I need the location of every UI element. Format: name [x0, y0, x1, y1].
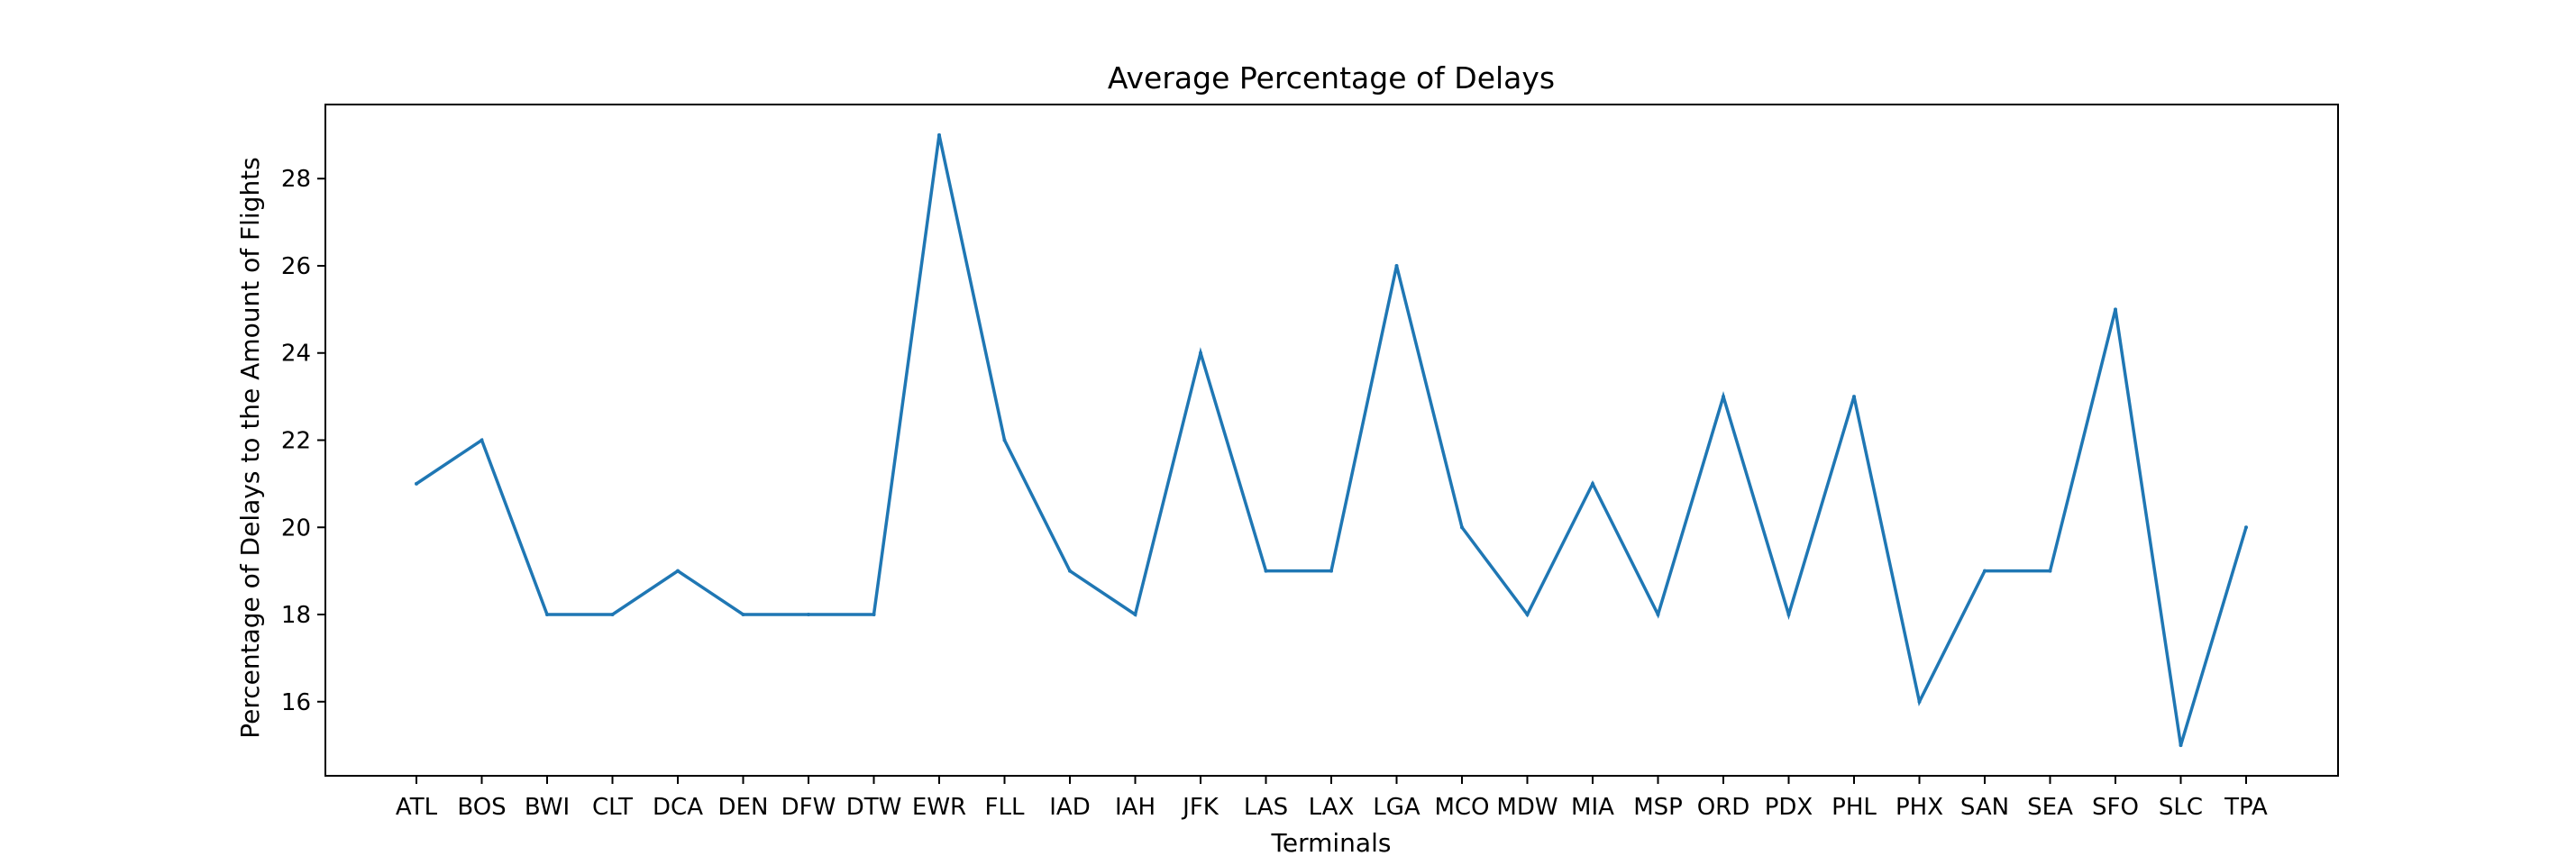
x-tick-label: LGA	[1373, 794, 1420, 821]
x-tick-label: DEN	[718, 794, 769, 821]
data-point	[1002, 438, 1007, 442]
y-tick-label: 26	[281, 253, 311, 280]
x-tick-label: SEA	[2027, 794, 2073, 821]
x-tick-label: LAX	[1309, 794, 1355, 821]
x-tick-label: SFO	[2092, 794, 2139, 821]
data-point	[545, 613, 549, 617]
data-point	[1525, 613, 1530, 617]
y-tick-label: 24	[281, 341, 311, 368]
chart-title: Average Percentage of Delays	[1108, 60, 1555, 96]
data-point	[2048, 569, 2052, 573]
y-tick-label: 20	[281, 514, 311, 542]
x-tick-label: PHX	[1895, 794, 1943, 821]
data-point	[1983, 569, 1987, 573]
y-tick-label: 16	[281, 689, 311, 716]
data-point	[1852, 395, 1856, 399]
x-tick-label: SLC	[2159, 794, 2203, 821]
data-point	[1786, 613, 1791, 617]
y-tick-label: 22	[281, 428, 311, 455]
x-tick-label: BWI	[525, 794, 570, 821]
data-point	[1068, 569, 1072, 573]
plot-frame	[324, 104, 2339, 777]
data-point	[1591, 481, 1594, 486]
data-point	[415, 481, 418, 486]
x-axis: ATL BOS BWI CLT DCA DEN DFW DTW EWR FLL IAD IAH JFK L…	[396, 776, 2268, 821]
x-tick-label: JFK	[1181, 794, 1219, 821]
data-point	[1460, 525, 1464, 530]
x-tick-label: DTW	[846, 794, 902, 821]
data-point	[2179, 743, 2183, 748]
data-point	[676, 569, 680, 573]
data-point	[937, 132, 941, 137]
x-axis-label: Terminals	[1271, 828, 1392, 858]
x-tick-label: IAH	[1115, 794, 1156, 821]
x-tick-label: TPA	[2224, 794, 2268, 821]
data-point	[1264, 569, 1268, 573]
x-tick-label: DFW	[781, 794, 836, 821]
x-tick-label: MCO	[1434, 794, 1489, 821]
data-point	[610, 613, 615, 617]
y-tick-label: 28	[281, 166, 311, 193]
x-tick-label: MIA	[1571, 794, 1614, 821]
x-tick-label: IAD	[1049, 794, 1090, 821]
data-point	[1722, 395, 1725, 399]
x-tick-label: EWR	[912, 794, 966, 821]
x-tick-label: PHL	[1832, 794, 1877, 821]
data-point	[1917, 699, 1922, 704]
x-tick-label: PDX	[1765, 794, 1813, 821]
x-tick-label: CLT	[592, 794, 633, 821]
data-point	[1133, 613, 1137, 617]
x-tick-label: BOS	[457, 794, 506, 821]
series-line	[416, 134, 2248, 746]
data-point	[2244, 525, 2248, 530]
x-tick-label: MDW	[1496, 794, 1557, 821]
y-axis: 16 18 20 22 24 26 28	[281, 166, 325, 716]
series-layer	[415, 132, 2248, 748]
x-tick-label: FLL	[985, 794, 1025, 821]
data-point	[1199, 351, 1202, 355]
x-tick-label: MSP	[1633, 794, 1683, 821]
x-tick-label: ATL	[396, 794, 438, 821]
x-tick-label: SAN	[1960, 794, 2009, 821]
y-axis-label: Percentage of Delays to the Amount of Fl…	[235, 157, 265, 739]
data-point	[1329, 569, 1333, 573]
data-point	[2114, 307, 2117, 312]
data-point	[872, 613, 876, 617]
data-point	[807, 613, 810, 617]
data-point	[480, 438, 484, 442]
x-tick-label: DCA	[653, 794, 703, 821]
plot-area	[324, 104, 2339, 777]
x-tick-label: LAS	[1244, 794, 1288, 821]
data-point	[1656, 613, 1660, 617]
data-point	[741, 613, 745, 617]
data-point	[1394, 263, 1399, 268]
x-tick-label: ORD	[1697, 794, 1750, 821]
y-tick-label: 18	[281, 602, 311, 629]
